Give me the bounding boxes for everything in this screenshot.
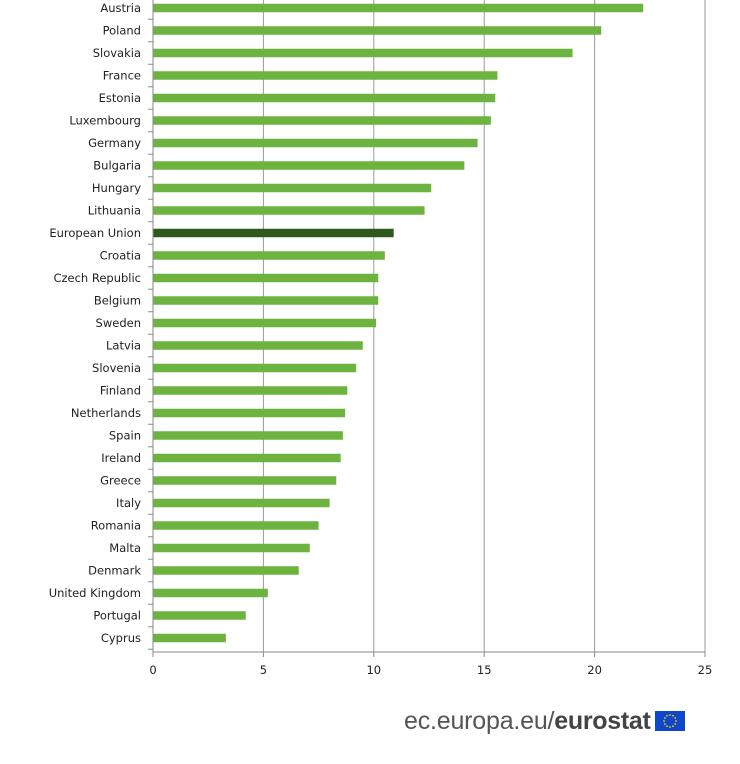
category-label: Estonia	[99, 91, 141, 105]
bar	[153, 26, 602, 35]
bar	[153, 341, 363, 350]
bar	[153, 206, 425, 215]
bar	[153, 566, 299, 575]
bar	[153, 611, 246, 620]
flag-star	[663, 723, 666, 725]
bar	[153, 71, 498, 80]
category-label: France	[103, 69, 141, 83]
bar	[153, 318, 377, 328]
category-label: Poland	[103, 24, 141, 38]
bar	[153, 386, 348, 395]
category-label: Sweden	[96, 316, 141, 330]
category-labels: Austria Poland Slovakia France Estonia Luxemb…	[49, 1, 142, 645]
flag-star	[671, 725, 674, 728]
x-tick-labels: 0 5 10 15 20 25	[149, 663, 712, 677]
bar	[153, 161, 465, 170]
eurostat-brand: eurostat	[554, 706, 651, 735]
bar	[153, 408, 346, 418]
category-label: Netherlands	[71, 406, 141, 420]
category-label: United Kingdom	[49, 586, 141, 600]
x-tick-label: 20	[587, 663, 602, 677]
bar	[153, 48, 573, 58]
category-label: Portugal	[93, 609, 141, 623]
flag-star	[673, 723, 676, 725]
bar	[153, 93, 496, 103]
category-label: Ireland	[101, 451, 141, 465]
grid-lines	[262, 0, 706, 652]
category-label: Finland	[100, 384, 141, 398]
bar	[153, 251, 385, 260]
category-label: Slovenia	[92, 361, 141, 375]
bar-chart: Austria Poland Slovakia France Estonia Luxemb…	[49, 0, 712, 677]
category-label: Romania	[91, 519, 141, 533]
flag-star	[668, 714, 671, 716]
flag-star	[665, 714, 668, 717]
x-tick-label: 25	[698, 663, 713, 677]
category-label: Cyprus	[101, 631, 141, 645]
bar	[153, 296, 379, 305]
bar	[153, 498, 330, 508]
bar	[153, 588, 268, 598]
category-label: Spain	[109, 429, 141, 443]
flag-star	[674, 720, 677, 722]
footer: ec.europa.eu/eurostat	[404, 704, 685, 738]
eu-flag-icon	[654, 711, 685, 731]
category-label: Hungary	[92, 181, 141, 195]
category-label: Germany	[88, 136, 141, 150]
flag-star	[665, 725, 668, 728]
category-label: Czech Republic	[53, 271, 141, 285]
x-tick-label: 5	[260, 663, 267, 677]
category-label: Lithuania	[88, 204, 141, 218]
x-tick-label: 0	[149, 663, 156, 677]
category-label: Luxembourg	[69, 114, 141, 128]
category-label: Italy	[116, 496, 141, 510]
category-label: Austria	[100, 1, 141, 15]
bar	[153, 453, 341, 463]
bar	[153, 183, 432, 193]
bar	[153, 273, 379, 283]
bar	[153, 431, 343, 440]
site-url: ec.europa.eu/	[404, 706, 555, 735]
category-label: Slovakia	[93, 46, 141, 60]
bars	[153, 3, 644, 643]
bar	[153, 633, 226, 643]
bar	[153, 116, 491, 125]
bar	[153, 521, 319, 530]
category-label: Denmark	[88, 564, 141, 578]
bar	[153, 228, 394, 238]
axes	[148, 0, 706, 657]
bar	[153, 138, 478, 148]
bar	[153, 3, 644, 13]
bar	[153, 363, 357, 373]
category-label: Malta	[109, 541, 141, 555]
x-tick-label: 10	[366, 663, 381, 677]
flag-star	[673, 717, 676, 719]
category-label: Latvia	[106, 339, 141, 353]
category-label: Belgium	[94, 294, 141, 308]
flag-star	[662, 720, 665, 722]
flag-star	[663, 717, 666, 719]
flag-star	[668, 726, 671, 728]
category-label: Greece	[100, 474, 141, 488]
category-label: European Union	[49, 226, 141, 240]
x-tick-label: 15	[477, 663, 492, 677]
category-label: Croatia	[100, 249, 141, 263]
category-label: Bulgaria	[93, 159, 141, 173]
flag-star	[671, 714, 674, 717]
bar	[153, 476, 337, 485]
bar	[153, 543, 310, 553]
